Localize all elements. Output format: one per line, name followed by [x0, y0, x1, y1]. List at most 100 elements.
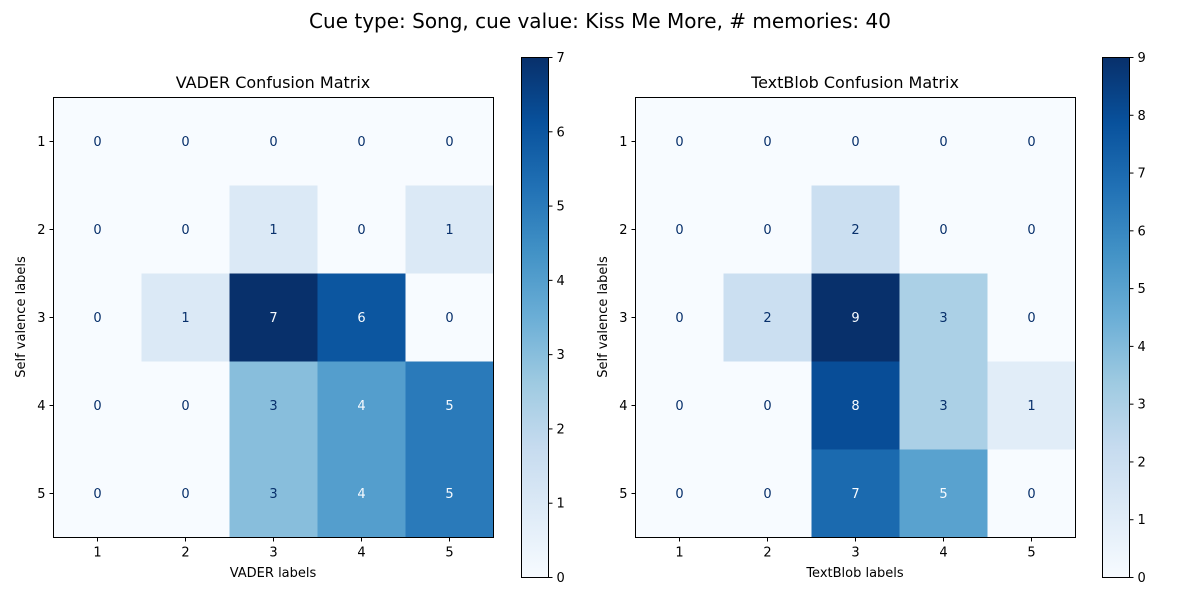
vader-x-tick-label: 4: [357, 546, 365, 561]
textblob-cell: [723, 361, 812, 450]
textblob-cell-value: 7: [851, 487, 859, 502]
vader-cell-value: 1: [445, 223, 453, 238]
vader-cell: [141, 449, 230, 538]
vader-cell: [53, 273, 142, 362]
vader-cell: [229, 449, 318, 538]
vader-cell-value: 0: [445, 311, 453, 326]
textblob-cell-value: 8: [851, 399, 859, 414]
vader-cell-value: 0: [357, 135, 365, 150]
vader-colorbar-tick-label: 4: [557, 274, 565, 289]
vader-cell: [229, 185, 318, 274]
vader-cell: [405, 97, 494, 186]
textblob-cell: [987, 97, 1076, 186]
vader-cell-value: 3: [269, 487, 277, 502]
textblob-cell: [987, 185, 1076, 274]
vader-cell-value: 5: [445, 487, 453, 502]
textblob-cell: [899, 185, 988, 274]
textblob-y-ticks: 1 2 3 4 5: [619, 135, 636, 502]
vader-cell-value: 0: [357, 223, 365, 238]
vader-y-tick-label: 2: [37, 223, 45, 238]
vader-cell-value: 4: [357, 399, 365, 414]
textblob-x-tick-label: 4: [939, 546, 947, 561]
textblob-colorbar-tick-label: 8: [1138, 109, 1146, 124]
textblob-x-ticks: 1 2 3 4 5: [675, 537, 1036, 561]
textblob-colorbar-tick-label: 7: [1138, 167, 1146, 182]
vader-cell: [53, 185, 142, 274]
textblob-cell-value: 0: [763, 135, 771, 150]
textblob-cell: [899, 361, 988, 450]
textblob-cell-value: 0: [675, 487, 683, 502]
textblob-cell-value: 1: [1027, 399, 1035, 414]
vader-x-tick-label: 2: [181, 546, 189, 561]
vader-cell: [229, 97, 318, 186]
vader-cell: [317, 97, 406, 186]
vader-cell-value: 0: [181, 399, 189, 414]
textblob-colorbar-tick-label: 6: [1138, 224, 1146, 239]
textblob-xlabel: TextBlob labels: [805, 566, 904, 581]
vader-cell-value: 0: [181, 135, 189, 150]
textblob-cell-value: 0: [851, 135, 859, 150]
textblob-cell-value: 0: [1027, 487, 1035, 502]
vader-cell: [317, 185, 406, 274]
textblob-y-tick-label: 4: [619, 399, 627, 414]
textblob-cell: [635, 273, 724, 362]
vader-cell-value: 0: [93, 135, 101, 150]
textblob-cell-value: 0: [763, 223, 771, 238]
vader-colorbar-tick-label: 7: [557, 51, 565, 66]
vader-colorbar-tick-label: 3: [557, 348, 565, 363]
textblob-cell-value: 0: [675, 399, 683, 414]
textblob-cell: [723, 185, 812, 274]
textblob-cell: [811, 449, 900, 538]
textblob-colorbar-tick-label: 2: [1138, 455, 1146, 470]
vader-title: VADER Confusion Matrix: [176, 73, 371, 92]
textblob-colorbar-tick-label: 0: [1138, 571, 1146, 586]
textblob-colorbar-ticks: 0 1 2 3 4 5 6 7 8 9: [1129, 51, 1146, 586]
vader-xlabel: VADER labels: [230, 566, 317, 581]
vader-x-tick-label: 3: [269, 546, 277, 561]
textblob-cells: 0 0 0 0 0 0 0 2 0 0 0 2 9 3 0 0 0 8 3 1 0 0 7 5 0: [635, 97, 1076, 538]
vader-colorbar-tick-label: 2: [557, 422, 565, 437]
textblob-colorbar-tick-label: 3: [1138, 398, 1146, 413]
textblob-cell-value: 0: [763, 487, 771, 502]
vader-cell-value: 5: [445, 399, 453, 414]
vader-cells: 0 0 0 0 0 0 0 1 0 1 0 1 7 6 0 0 0 3 4 5 0 0 3 4 5: [53, 97, 494, 538]
vader-colorbar-ticks: 0 1 2 3 4 5 6 7: [548, 51, 565, 586]
vader-cell: [53, 449, 142, 538]
vader-cell: [317, 449, 406, 538]
vader-cell-value: 0: [93, 487, 101, 502]
vader-y-tick-label: 5: [37, 487, 45, 502]
vader-cell-value: 0: [93, 311, 101, 326]
textblob-colorbar-tick-label: 5: [1138, 282, 1146, 297]
vader-panel: VADER Confusion Matrix 0 0 0 0 00 0 1 0 10 1 7 6 00 0…: [14, 51, 565, 586]
textblob-panel: TextBlob Confusion Matrix 0 0 0 0 0 0 0 2 0 0 0 2 9 3…: [596, 51, 1146, 586]
textblob-cell: [723, 97, 812, 186]
textblob-cell-value: 9: [851, 311, 859, 326]
vader-colorbar-tick-label: 5: [557, 200, 565, 215]
textblob-y-tick-label: 5: [619, 487, 627, 502]
textblob-ylabel: Self valence labels: [596, 256, 611, 378]
vader-cell-value: 4: [357, 487, 365, 502]
textblob-cell: [635, 361, 724, 450]
textblob-cell: [635, 185, 724, 274]
textblob-y-tick-label: 3: [619, 311, 627, 326]
textblob-cell: [899, 273, 988, 362]
textblob-colorbar-tick-label: 9: [1138, 51, 1146, 66]
vader-cell: [405, 361, 494, 450]
vader-cell-value: 6: [357, 311, 365, 326]
textblob-y-tick-label: 1: [619, 135, 627, 150]
textblob-x-tick-label: 5: [1027, 546, 1035, 561]
textblob-cell-value: 0: [1027, 135, 1035, 150]
vader-cell: [405, 273, 494, 362]
vader-cell: [229, 361, 318, 450]
textblob-cell-value: 2: [763, 311, 771, 326]
vader-cell: [141, 185, 230, 274]
vader-cell: [53, 361, 142, 450]
vader-y-tick-label: 4: [37, 399, 45, 414]
vader-ylabel: Self valence labels: [14, 256, 29, 378]
vader-cell-value: 1: [181, 311, 189, 326]
vader-cell: [317, 361, 406, 450]
vader-cell: [141, 97, 230, 186]
textblob-title: TextBlob Confusion Matrix: [750, 73, 959, 92]
vader-colorbar-tick-label: 1: [557, 497, 565, 512]
